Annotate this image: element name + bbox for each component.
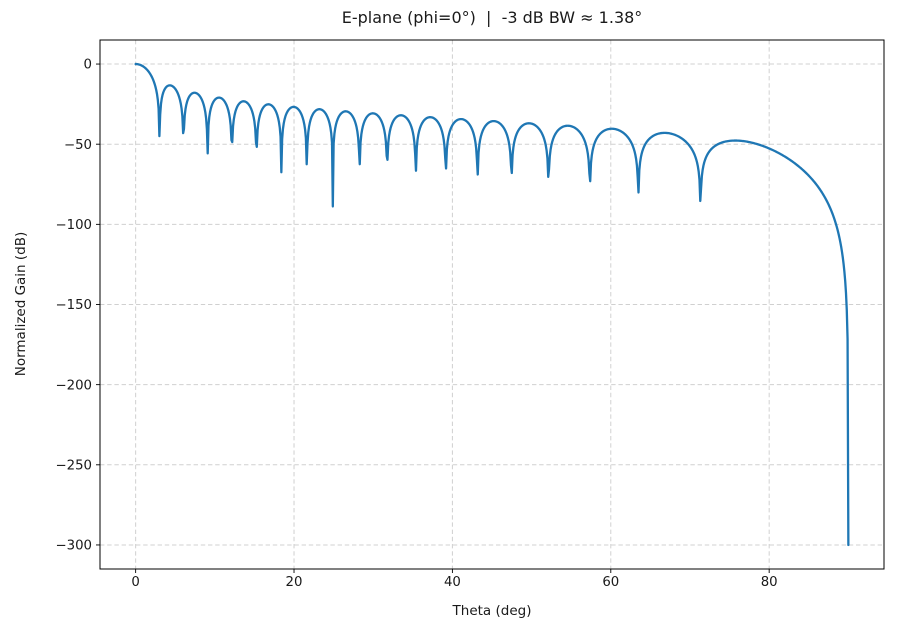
x-tick-label: 0 [131,575,139,590]
y-tick-label: −100 [55,218,92,233]
chart-title: E-plane (phi=0°) | -3 dB BW ≈ 1.38° [341,8,643,27]
x-tick-label: 40 [444,575,461,590]
y-tick-label: 0 [84,58,92,73]
x-tick-label: 60 [602,575,619,590]
y-axis-label: Normalized Gain (dB) [13,231,29,377]
gain-curve [134,62,850,547]
x-tick-label: 20 [286,575,303,590]
y-tick-label: −250 [55,458,92,473]
y-tick-label: −50 [64,138,92,153]
y-tick-label: −300 [55,539,92,554]
x-axis-label: Theta (deg) [452,603,532,619]
y-tick-label: −200 [55,378,92,393]
y-tick-label: −150 [55,298,92,313]
x-tick-label: 80 [761,575,778,590]
